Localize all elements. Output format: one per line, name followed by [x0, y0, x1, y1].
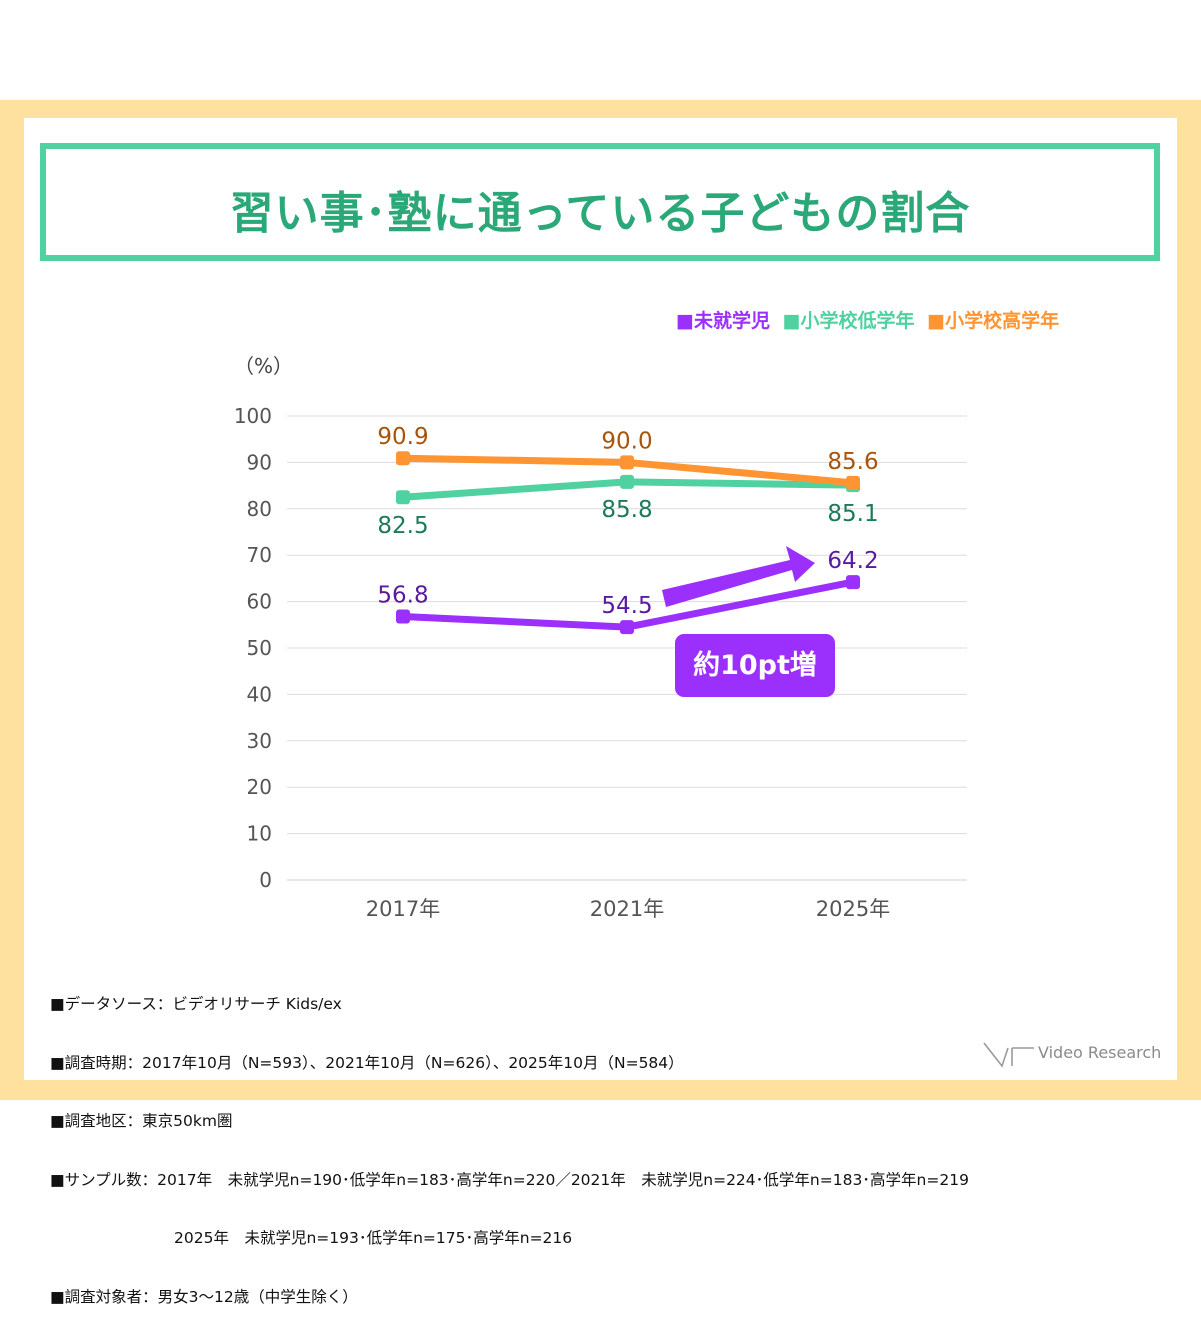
chart-legend: ■未就学児 ■小学校低学年 ■小学校高学年 [676, 306, 1065, 333]
data-label: 85.8 [601, 497, 652, 523]
data-point [846, 475, 860, 490]
y-tick-label: 90 [247, 450, 272, 474]
data-point [620, 474, 634, 489]
footnote-period: ■調査時期：2017年10月（N=593）、2021年10月（N=626）、20… [50, 1053, 684, 1072]
footnote-area: ■調査地区：東京50km圏 [50, 1112, 233, 1130]
data-point [396, 451, 410, 466]
data-point [620, 620, 634, 635]
data-label: 85.6 [827, 449, 878, 475]
y-tick-label: 60 [247, 590, 272, 614]
content-panel [24, 118, 1177, 1080]
data-label: 90.0 [601, 428, 652, 454]
data-label: 90.9 [377, 424, 428, 450]
footnote-source: ■データソース：ビデオリサーチ Kids/ex [50, 995, 342, 1013]
footnote-sample: ■サンプル数：2017年 未就学児n=190･低学年n=183･高学年n=220… [50, 1170, 969, 1189]
data-label: 54.5 [601, 593, 652, 619]
increase-callout: 約10pt増 [675, 634, 835, 697]
legend-item-preschool: ■未就学児 [676, 310, 770, 332]
legend-item-upper-grade: ■小学校高学年 [927, 310, 1060, 332]
x-tick-label: 2025年 [816, 897, 890, 921]
data-point [396, 609, 410, 624]
x-tick-label: 2021年 [590, 897, 664, 921]
footnotes: ■データソース：ビデオリサーチ Kids/ex ■調査時期：2017年10月（N… [50, 956, 969, 1327]
x-tick-label: 2017年 [366, 897, 440, 921]
y-axis-unit-label: （%） [234, 354, 293, 378]
y-tick-label: 80 [247, 497, 272, 521]
y-tick-label: 0 [259, 868, 272, 892]
y-tick-label: 100 [234, 404, 272, 428]
legend-item-lower-grade: ■小学校低学年 [782, 310, 915, 332]
footnote-sample-2025: 2025年 未就学児n=193･低学年n=175･高学年n=216 [50, 1229, 573, 1247]
logo-text: Video Research [1038, 1043, 1162, 1062]
video-research-logo-icon [983, 1042, 1034, 1068]
data-point [846, 575, 860, 590]
data-point [620, 455, 634, 470]
trend-arrow [662, 546, 815, 607]
line-chart: 0 10 20 30 40 50 60 70 80 90 100 （%） 2017年 2021年 2025年… [234, 354, 967, 921]
data-point [396, 490, 410, 505]
y-tick-label: 40 [247, 682, 272, 706]
y-tick-label: 20 [247, 775, 272, 799]
y-tick-label: 50 [247, 636, 272, 660]
y-tick-label: 70 [247, 543, 272, 567]
title-box: 習い事･塾に通っている子どもの割合 [40, 143, 1160, 261]
page-title: 習い事･塾に通っている子どもの割合 [229, 188, 971, 239]
data-label: 82.5 [377, 513, 428, 539]
footnote-target: ■調査対象者：男女3～12歳（中学生除く） [50, 1287, 358, 1306]
data-label: 56.8 [377, 582, 428, 608]
data-label: 64.2 [827, 548, 878, 574]
data-label: 85.1 [827, 501, 878, 527]
y-tick-label: 10 [247, 822, 272, 846]
y-tick-label: 30 [247, 729, 272, 753]
